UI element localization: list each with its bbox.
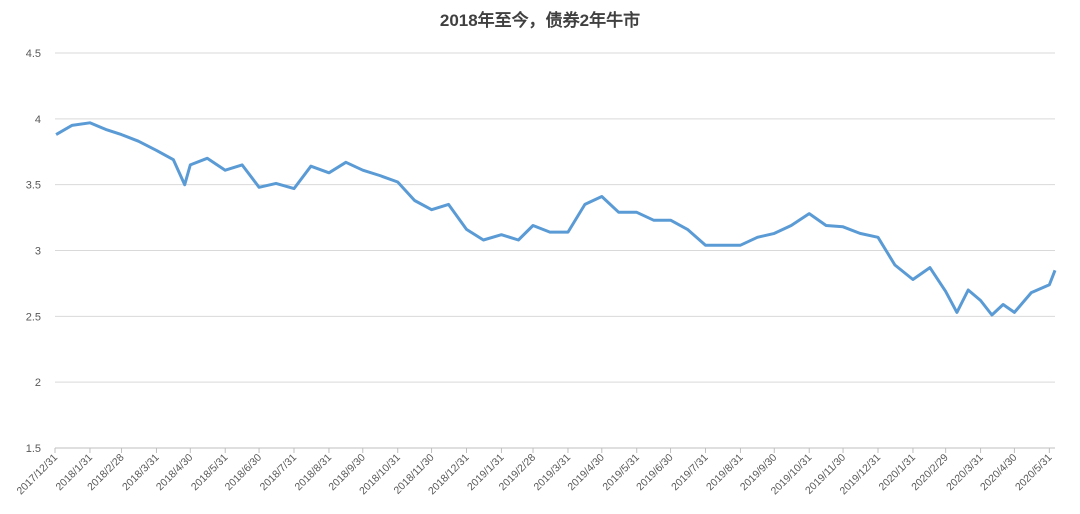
x-tick-label: 2018/6/30 (223, 452, 265, 494)
y-tick-label: 3 (35, 246, 41, 258)
y-tick-label: 3.5 (26, 180, 41, 192)
y-tick-label: 4.5 (26, 48, 41, 60)
x-tick-label: 2019/4/30 (565, 452, 607, 494)
y-tick-label: 4 (35, 114, 41, 126)
x-tick-label: 2020/5/31 (1013, 452, 1055, 494)
x-tick-label: 2020/4/30 (978, 452, 1020, 494)
x-tick-label: 2018/7/31 (258, 452, 300, 494)
y-tick-label: 2.5 (26, 311, 41, 323)
y-tick-label: 2 (35, 377, 41, 389)
line-series (55, 121, 1057, 317)
x-tick-label: 2019/6/30 (634, 452, 676, 494)
x-tick-label: 2018/4/30 (154, 452, 196, 494)
y-tick-label: 1.5 (26, 443, 41, 455)
x-tick-label: 2017/12/31 (14, 452, 60, 498)
x-tick-label: 2019/7/31 (669, 452, 711, 494)
chart-title: 2018年至今，债券2年牛市 (440, 10, 640, 30)
